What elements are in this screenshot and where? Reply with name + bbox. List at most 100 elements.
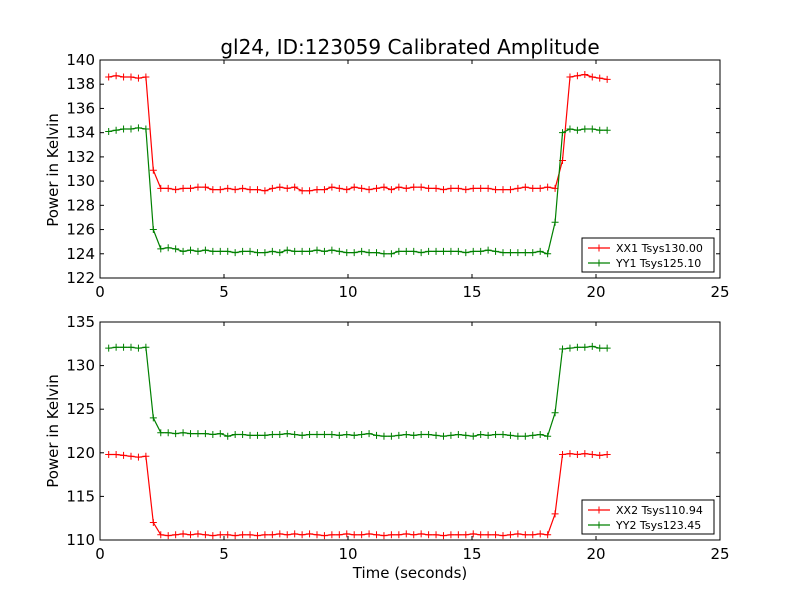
data-point xyxy=(603,451,611,459)
data-point xyxy=(283,430,291,438)
data-point xyxy=(313,186,321,194)
data-point xyxy=(105,344,113,352)
data-point xyxy=(350,431,358,439)
data-point xyxy=(142,452,150,460)
data-point xyxy=(298,431,306,439)
x-tick-label: 0 xyxy=(95,283,105,301)
data-point xyxy=(164,244,172,252)
data-point xyxy=(350,249,358,257)
data-point xyxy=(536,530,544,538)
data-point xyxy=(417,430,425,438)
data-point xyxy=(387,531,395,539)
data-point xyxy=(246,186,254,194)
data-point xyxy=(365,249,373,257)
data-point xyxy=(477,247,485,255)
data-point xyxy=(253,249,261,257)
data-point xyxy=(492,247,500,255)
data-point xyxy=(142,125,150,133)
x-tick-label: 20 xyxy=(586,545,605,563)
data-point xyxy=(447,431,455,439)
data-point xyxy=(291,530,299,538)
data-point xyxy=(551,218,559,226)
data-point xyxy=(506,531,514,539)
data-point xyxy=(477,430,485,438)
data-point xyxy=(395,247,403,255)
data-point xyxy=(447,184,455,192)
data-point xyxy=(380,532,388,540)
top-subplot: 0 5 10 15 20 25 122 124 126 128 130 132 134 136 138 140… xyxy=(66,51,729,301)
legend-box xyxy=(581,499,715,535)
data-point xyxy=(306,430,314,438)
data-point xyxy=(536,247,544,255)
data-point xyxy=(373,531,381,539)
data-point xyxy=(462,431,470,439)
data-point xyxy=(246,431,254,439)
data-point xyxy=(231,430,239,438)
data-point xyxy=(425,184,433,192)
data-point xyxy=(559,345,567,353)
data-point xyxy=(239,430,247,438)
data-point xyxy=(201,531,209,539)
data-point xyxy=(224,531,232,539)
y-tick-label: 135 xyxy=(66,313,95,331)
data-point xyxy=(439,432,447,440)
x-tick-label: 15 xyxy=(462,545,481,563)
data-point xyxy=(306,247,314,255)
y-tick-label: 138 xyxy=(66,75,95,93)
data-point xyxy=(306,187,314,195)
data-point xyxy=(484,531,492,539)
data-point xyxy=(581,343,589,351)
data-point xyxy=(246,247,254,255)
data-point xyxy=(127,125,135,133)
legend-label: YY1 Tsys125.10 xyxy=(615,257,701,270)
data-point xyxy=(514,184,522,192)
data-point xyxy=(187,430,195,438)
legend-label: XX1 Tsys130.00 xyxy=(616,242,703,255)
data-point xyxy=(358,430,366,438)
data-point xyxy=(596,74,604,82)
data-point xyxy=(216,186,224,194)
data-point xyxy=(566,450,574,458)
data-point xyxy=(514,249,522,257)
data-point xyxy=(172,186,180,194)
data-point xyxy=(187,246,195,254)
data-point xyxy=(432,431,440,439)
data-point xyxy=(425,531,433,539)
data-point xyxy=(365,186,373,194)
data-point xyxy=(581,71,589,79)
data-point xyxy=(499,532,507,540)
data-point xyxy=(120,73,128,81)
data-point xyxy=(395,183,403,191)
data-point xyxy=(358,247,366,255)
data-point xyxy=(492,430,500,438)
data-point xyxy=(105,451,113,459)
data-point xyxy=(120,451,128,459)
x-tick-label: 0 xyxy=(95,545,105,563)
data-point xyxy=(239,247,247,255)
data-point xyxy=(373,184,381,192)
data-point xyxy=(283,531,291,539)
data-point xyxy=(484,431,492,439)
data-point xyxy=(268,247,276,255)
data-point xyxy=(521,183,529,191)
data-point xyxy=(246,531,254,539)
data-point xyxy=(506,249,514,257)
data-point xyxy=(253,431,261,439)
data-point xyxy=(573,126,581,134)
data-point xyxy=(320,430,328,438)
data-point xyxy=(343,249,351,257)
data-point xyxy=(506,431,514,439)
data-point xyxy=(529,184,537,192)
data-point xyxy=(588,73,596,81)
data-point xyxy=(350,183,358,191)
data-point xyxy=(521,531,529,539)
data-point xyxy=(454,247,462,255)
data-point xyxy=(425,247,433,255)
data-point xyxy=(499,186,507,194)
x-tick-label: 5 xyxy=(219,283,229,301)
legend-marker xyxy=(595,506,603,514)
data-point xyxy=(439,532,447,540)
data-point xyxy=(402,430,410,438)
data-point xyxy=(209,430,217,438)
